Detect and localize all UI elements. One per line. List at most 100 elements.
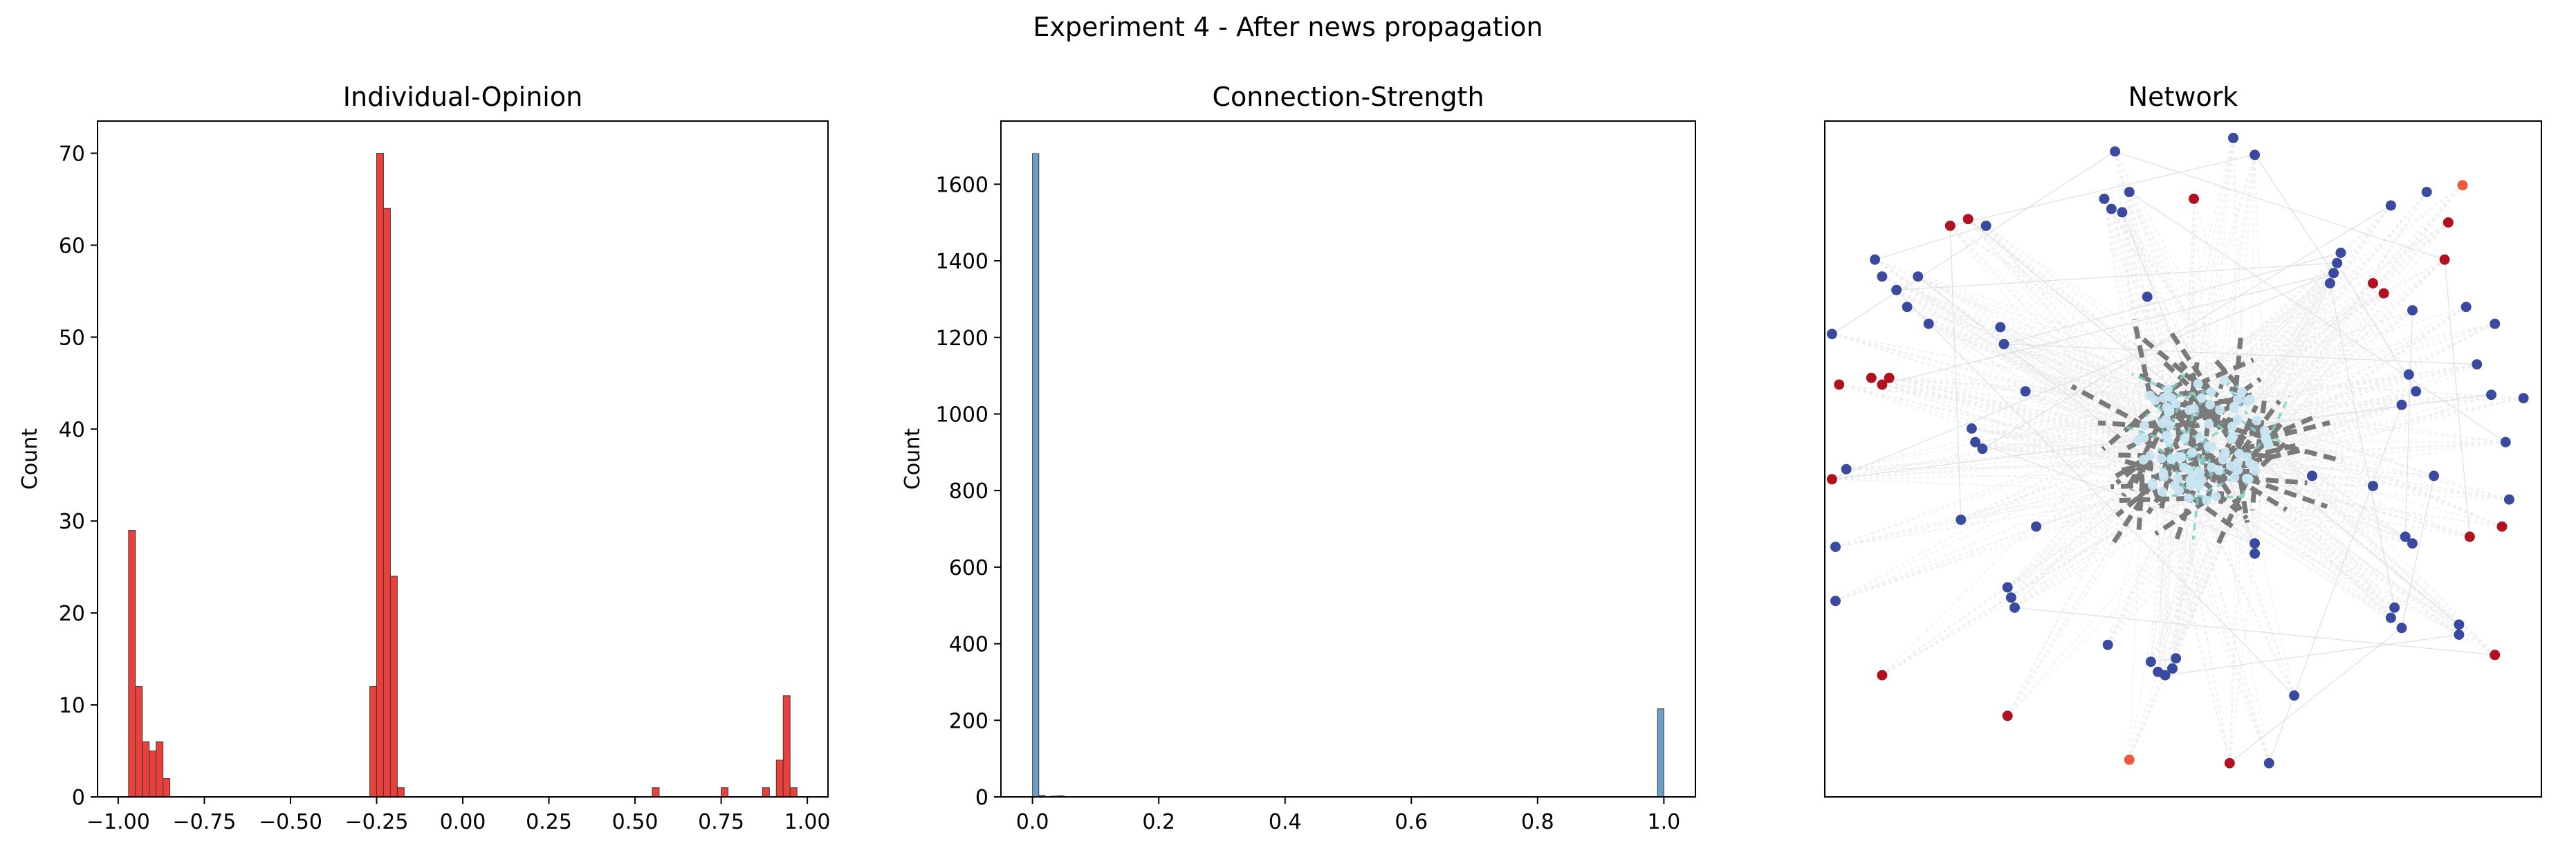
network-edge-weak (1985, 225, 2169, 442)
network-node (2324, 278, 2335, 288)
network-edge-weak (1896, 289, 2151, 396)
network-edge-weak (2003, 343, 2477, 365)
network-edge-weak (2329, 283, 2395, 608)
network-node-core (2237, 387, 2247, 397)
network-node-core (2229, 472, 2240, 483)
network-node-core (2229, 403, 2239, 414)
network-node (2400, 531, 2411, 542)
network-edge-strong (2165, 405, 2180, 436)
network-edge-weak (2237, 419, 2413, 544)
y-tick-label: 1400 (936, 250, 988, 274)
histogram-bar (762, 787, 770, 798)
network-edge-weak (2444, 259, 2471, 537)
network-node-core (2157, 486, 2167, 497)
x-tick-label: 1.0 (1648, 810, 1681, 834)
network-edge-weak (2014, 408, 2195, 608)
network-edge-weak (2223, 309, 2413, 381)
network-edge-weak (2184, 391, 2416, 468)
network-edge-weak (2152, 485, 2177, 659)
network-edge-weak (1835, 465, 2232, 602)
network-edge-weak (1982, 425, 2233, 450)
network-edge-weak (2184, 438, 2256, 544)
network-node (2189, 193, 2199, 204)
network-edge-weak (2000, 327, 2194, 477)
network-edge-weak (1985, 225, 2185, 468)
network-edge-weak (2189, 410, 2295, 696)
network-edge-weak (1971, 428, 2248, 480)
network-edge-weak (2104, 199, 2153, 486)
histogram-bar (142, 741, 150, 798)
y-tick-label: 1000 (936, 403, 988, 427)
network-edge-weak (1896, 289, 2180, 457)
y-axis-label: Count (18, 428, 42, 490)
network-edge-weak (2234, 407, 2402, 629)
network-edge-weak (2229, 627, 2402, 764)
network-node (2389, 602, 2400, 613)
network-node-core (2214, 465, 2224, 475)
network-node (2407, 305, 2418, 316)
network-edge-strong (2265, 420, 2331, 441)
network-edge-weak (2193, 475, 2460, 625)
network-edge-weak (2180, 282, 2330, 458)
network-edge-weak (2267, 404, 2402, 443)
x-tick-label: 0.4 (1269, 810, 1302, 834)
network-node (2378, 288, 2389, 299)
network-edge-strong (2253, 400, 2267, 472)
network-edge-weak (2193, 199, 2265, 431)
network-edge-weak (2175, 446, 2212, 659)
network-edge-weak (2025, 391, 2173, 460)
network-node (2335, 248, 2346, 258)
network-edge-weak (2122, 212, 2189, 470)
network-node (2145, 656, 2156, 668)
panel-connection-strength: 0.0 0.2 0.4 0.6 0.8 1.0 0 200 400 600 800 1000 1200 1… (901, 82, 1696, 834)
network-edge-weak (2210, 392, 2402, 629)
network-edge-weak (2174, 485, 2391, 618)
network-node (1970, 436, 1981, 448)
network-node-core (2250, 466, 2261, 476)
network-node (2490, 650, 2501, 661)
network-node (2496, 521, 2508, 532)
network-edge-strong (2169, 424, 2207, 443)
histogram-bar (376, 153, 384, 798)
x-tick-label: 0.2 (1142, 810, 1175, 834)
network-node-core (2179, 463, 2189, 472)
network-node (1962, 214, 1974, 225)
network-node (2457, 180, 2468, 191)
network-node-core (2204, 419, 2214, 429)
network-edge-weak (2175, 323, 2495, 405)
network-edge-weak (2122, 212, 2164, 477)
y-tick-label: 200 (949, 709, 988, 733)
network-edge-weak (1906, 306, 2163, 493)
network-edge-weak (2234, 407, 2460, 625)
network-node-core (2140, 421, 2149, 431)
network-edge-weak (1949, 225, 2257, 421)
network-edge-weak (1982, 448, 2250, 464)
network-edge-weak (2128, 192, 2267, 439)
network-edge-weak (2163, 185, 2463, 399)
network-edge-strong (2131, 318, 2153, 396)
network-node (1923, 318, 1934, 329)
network-edge-weak (1960, 404, 2211, 521)
network-edge-weak (2003, 343, 2265, 432)
network-edge-weak (2194, 221, 2449, 484)
network-edge-weak (2162, 154, 2256, 493)
network-edge-weak (2247, 479, 2256, 544)
network-edge-weak (1835, 436, 2234, 602)
network-edge-weak (2208, 323, 2495, 425)
network-edge-weak (2162, 138, 2234, 424)
network-edge-weak (2201, 397, 2503, 527)
network-node (2454, 619, 2465, 630)
network-edge-weak (1889, 377, 2169, 442)
network-edge-weak (2114, 151, 2201, 472)
x-tick-label: 0.50 (612, 810, 659, 834)
network-node (2439, 254, 2450, 265)
network-node-core (2233, 394, 2243, 405)
network-edge-weak (2171, 458, 2460, 636)
network-node-core (2205, 400, 2215, 410)
network-node (2228, 132, 2238, 143)
network-node (1998, 338, 2009, 349)
network-node-core (2206, 387, 2216, 397)
network-node (2490, 318, 2501, 329)
network-edge-strong (2266, 439, 2344, 463)
network-edge-weak (1832, 439, 2232, 480)
